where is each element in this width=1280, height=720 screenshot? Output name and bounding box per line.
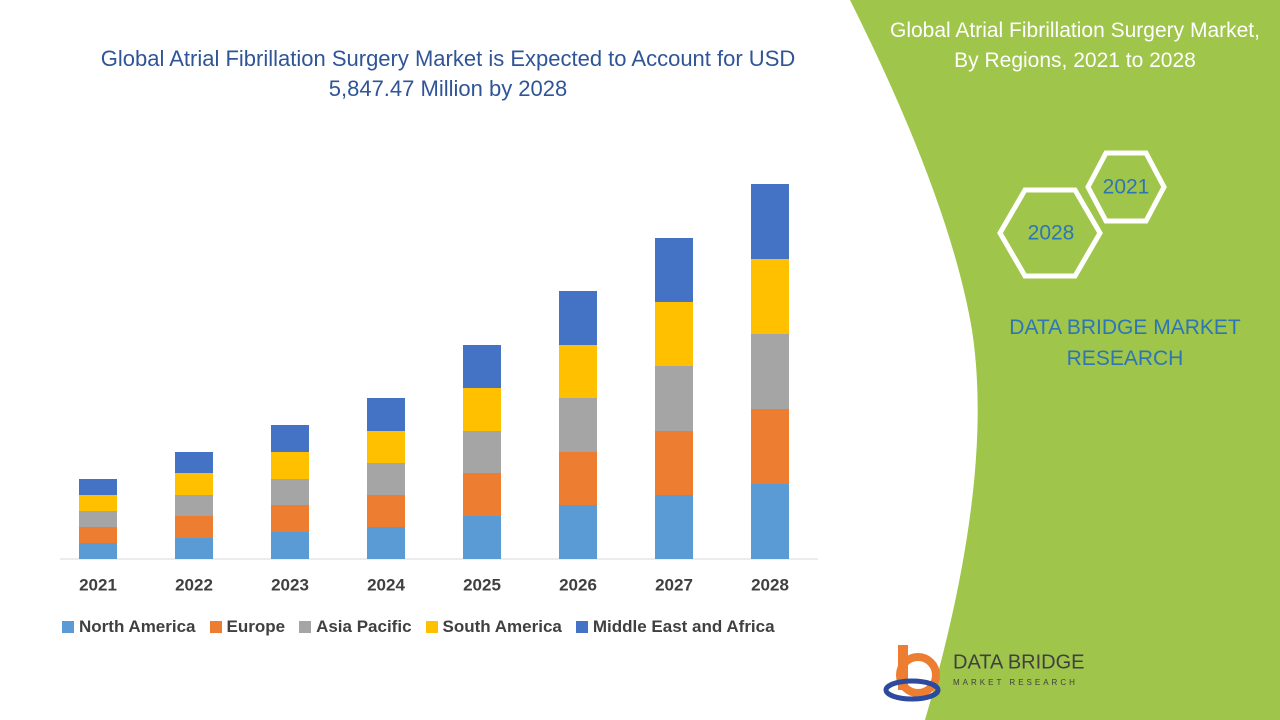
x-tick-label: 2027 xyxy=(655,575,693,594)
bar-segment xyxy=(463,431,501,473)
legend-label: Middle East and Africa xyxy=(592,617,775,636)
side-title: Global Atrial Fibrillation Surgery Marke… xyxy=(890,19,1260,72)
legend-label: North America xyxy=(79,617,196,636)
bar-segment xyxy=(751,259,789,334)
chart-title: Global Atrial Fibrillation Surgery Marke… xyxy=(100,46,796,101)
legend-item: Asia Pacific xyxy=(299,617,412,637)
bar-segment xyxy=(655,431,693,495)
legend-label: Europe xyxy=(226,617,286,636)
bar-segment xyxy=(79,543,117,559)
x-tick-label: 2022 xyxy=(175,575,213,594)
bar-segment xyxy=(655,238,693,302)
hexagon xyxy=(1085,150,1167,224)
bar-segment xyxy=(367,398,405,431)
logo-name: DATA BRIDGE xyxy=(953,651,1085,673)
bar-segment xyxy=(271,479,309,505)
bar-segment xyxy=(559,291,597,345)
legend-label: South America xyxy=(442,617,562,636)
x-tick-label: 2028 xyxy=(751,575,789,594)
bar-segment xyxy=(655,366,693,431)
logo-tagline: MARKET RESEARCH xyxy=(953,678,1078,687)
bar-segment xyxy=(367,431,405,463)
bar-segment xyxy=(751,334,789,409)
x-tick-label: 2021 xyxy=(79,575,117,594)
legend-item: North America xyxy=(62,617,196,637)
bar-segment xyxy=(751,409,789,484)
bar-segment xyxy=(559,345,597,398)
bar-segment xyxy=(79,527,117,543)
bar-segment xyxy=(751,484,789,559)
legend-swatch xyxy=(575,621,588,633)
bar-segment xyxy=(175,495,213,516)
bar-segment xyxy=(751,184,789,259)
bar-segment xyxy=(367,463,405,495)
bar-segment xyxy=(175,452,213,473)
legend-label: Asia Pacific xyxy=(316,617,412,636)
bar-segment xyxy=(367,495,405,527)
x-tick-label: 2023 xyxy=(271,575,309,594)
brand: DATA BRIDGE MARKET RESEARCH xyxy=(1009,316,1241,370)
bar-segment xyxy=(79,511,117,527)
legend-swatch xyxy=(62,621,74,633)
legend-item: Middle East and Africa xyxy=(575,617,775,637)
bar-segment xyxy=(271,532,309,559)
bar-segment xyxy=(271,505,309,532)
bar-segment xyxy=(463,345,501,388)
bar-segment xyxy=(271,452,309,479)
bar-segment xyxy=(271,425,309,452)
bar-segment xyxy=(559,398,597,452)
bar-segment xyxy=(559,505,597,559)
x-tick-label: 2024 xyxy=(367,575,405,594)
x-tick-label: 2025 xyxy=(463,575,501,594)
bar-segment xyxy=(655,302,693,366)
bar-segment xyxy=(175,473,213,495)
hex-label: 2021 xyxy=(1103,176,1150,199)
bar-segment xyxy=(175,538,213,559)
bar-segment xyxy=(463,516,501,559)
bar-segment xyxy=(79,495,117,511)
bar-segment xyxy=(463,473,501,516)
bar-segment xyxy=(367,527,405,559)
legend-swatch xyxy=(209,621,222,633)
hexagon xyxy=(997,187,1103,279)
bar-segment xyxy=(655,495,693,559)
logo-icon xyxy=(883,645,941,702)
hex-label: 2028 xyxy=(1028,222,1075,245)
bar-segment xyxy=(175,516,213,538)
legend-item: Europe xyxy=(209,617,286,637)
legend-item: South America xyxy=(425,617,562,637)
legend: North America Europe Asia Pacific South Ame… xyxy=(62,617,775,637)
bar-segment xyxy=(79,479,117,495)
bar-segment xyxy=(463,388,501,431)
bar-segment xyxy=(559,452,597,505)
x-tick-label: 2026 xyxy=(559,575,597,594)
side-background xyxy=(850,0,1280,720)
legend-swatch xyxy=(425,621,438,633)
legend-swatch xyxy=(299,621,312,633)
